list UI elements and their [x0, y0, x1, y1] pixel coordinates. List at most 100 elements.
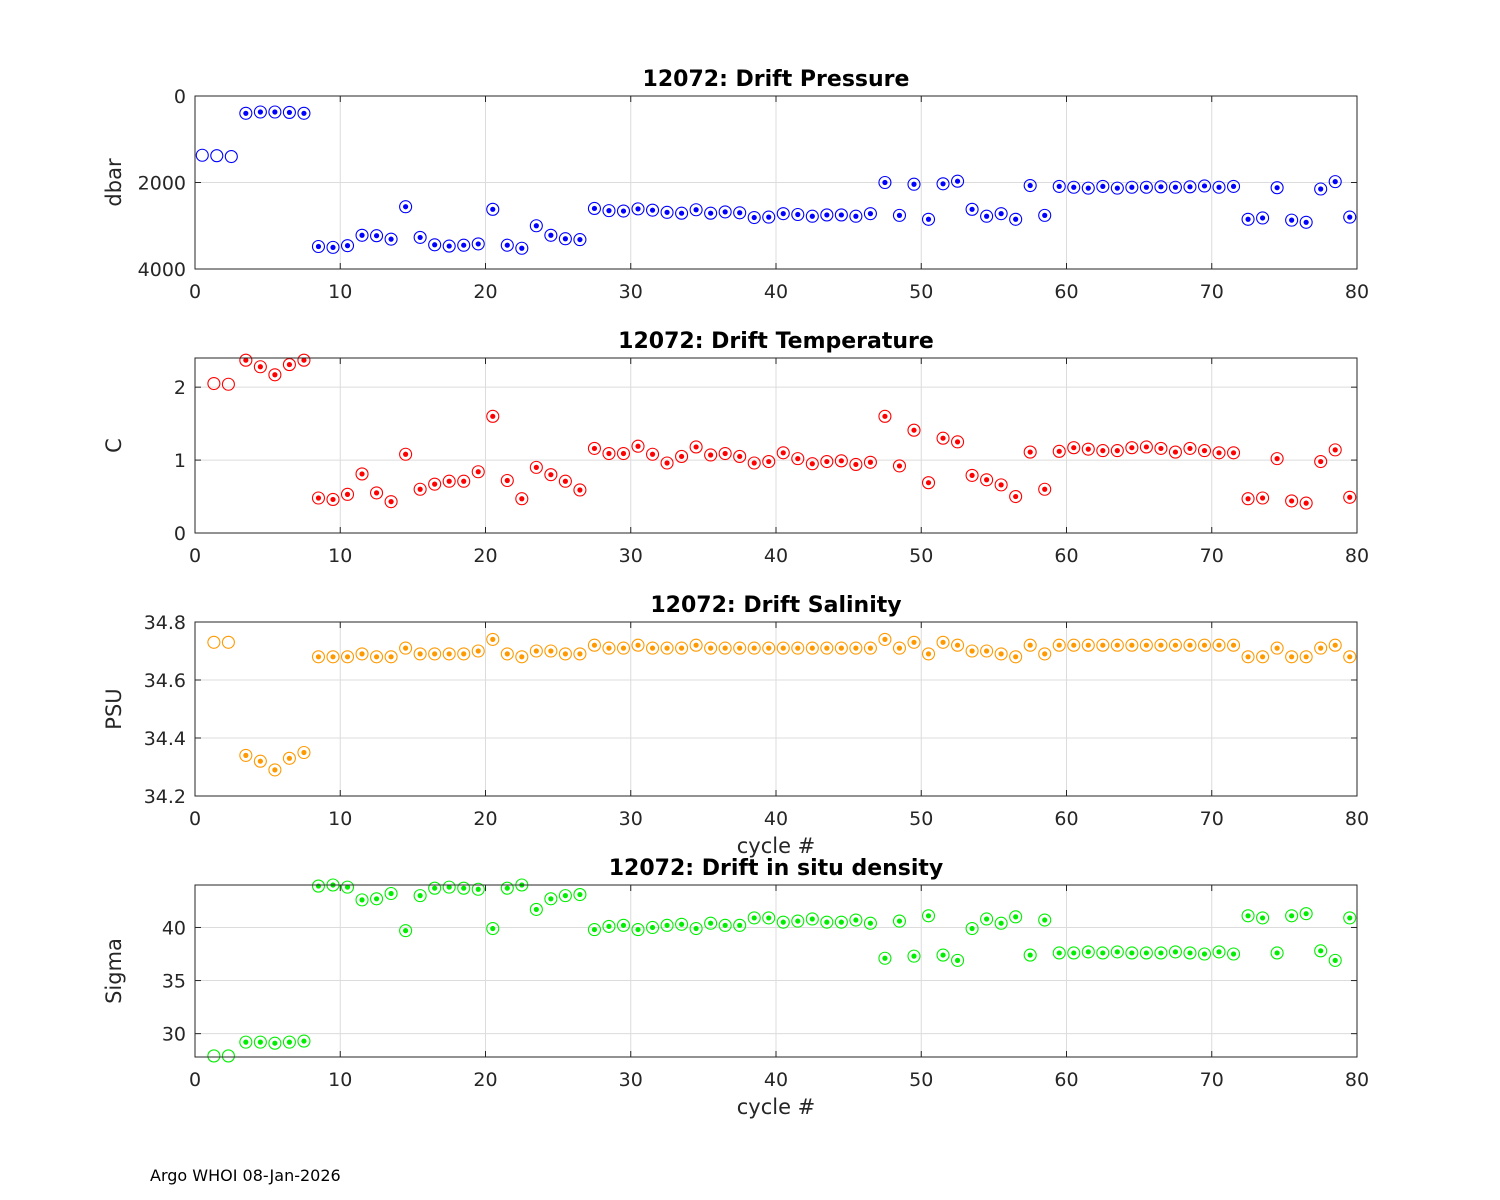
- data-point-center: [315, 883, 322, 889]
- data-point: [1343, 911, 1357, 925]
- data-point: [1212, 180, 1226, 194]
- data-point: [1009, 489, 1023, 504]
- data-point: [631, 638, 645, 652]
- data-point: [892, 914, 907, 928]
- x-tick-label: 70: [1200, 545, 1224, 567]
- data-point-center: [1056, 642, 1062, 648]
- data-point-center: [272, 372, 278, 378]
- data-point: [892, 208, 907, 222]
- data-point-center: [272, 109, 278, 115]
- data-point: [413, 647, 427, 661]
- data-point: [399, 447, 413, 461]
- data-point: [195, 148, 209, 162]
- data-point-center: [519, 496, 525, 502]
- y-axis-label: PSU: [102, 688, 126, 729]
- data-point: [529, 219, 543, 233]
- data-point: [1197, 444, 1212, 458]
- data-point-center: [490, 206, 496, 212]
- data-point-center: [911, 953, 917, 959]
- data-point: [268, 368, 282, 382]
- data-point-center: [504, 651, 510, 657]
- data-point: [1139, 180, 1153, 194]
- data-point-center: [708, 645, 714, 651]
- data-point-center: [1129, 184, 1135, 190]
- data-point: [1081, 442, 1095, 456]
- data-point: [733, 449, 747, 463]
- data-point-center: [969, 925, 975, 932]
- data-point: [733, 206, 747, 220]
- data-point-center: [286, 361, 293, 368]
- data-point: [297, 106, 311, 120]
- x-tick-label: 30: [619, 545, 643, 567]
- data-point: [1343, 210, 1357, 224]
- data-point-center: [969, 648, 975, 654]
- data-point-center: [533, 464, 539, 470]
- data-point-center: [853, 917, 859, 923]
- data-point: [471, 882, 485, 896]
- data-point-center: [678, 453, 685, 460]
- data-point: [1154, 638, 1168, 652]
- data-point-center: [751, 645, 757, 651]
- data-point: [805, 641, 819, 655]
- data-point-center: [1303, 219, 1309, 225]
- data-point-center: [243, 752, 249, 759]
- data-point-center: [1230, 183, 1237, 189]
- data-point: [791, 207, 805, 222]
- data-point: [1299, 215, 1313, 229]
- data-point-center: [257, 758, 263, 764]
- data-point-center: [591, 642, 598, 648]
- data-point-center: [272, 767, 278, 773]
- data-point-center: [925, 651, 932, 657]
- data-point-center: [824, 458, 830, 465]
- data-point-center: [1245, 496, 1251, 502]
- data-point-center: [1100, 642, 1106, 648]
- data-point: [428, 477, 442, 491]
- data-point: [1009, 650, 1023, 664]
- data-point: [340, 650, 355, 664]
- data-point-center: [562, 478, 568, 484]
- chart-title: 12072: Drift Temperature: [618, 329, 934, 354]
- x-tick-label: 80: [1345, 545, 1369, 567]
- data-point: [994, 647, 1008, 661]
- data-point-center: [1056, 448, 1062, 454]
- data-point: [210, 149, 224, 163]
- data-point-center: [1303, 911, 1309, 917]
- data-point: [675, 917, 689, 931]
- x-tick-label: 40: [764, 1069, 788, 1091]
- data-point-center: [635, 443, 641, 449]
- data-point-center: [780, 919, 786, 925]
- data-point-center: [1027, 642, 1033, 648]
- y-tick-label: 2: [174, 377, 186, 399]
- data-point: [1256, 211, 1270, 225]
- data-point: [457, 474, 471, 488]
- data-point-center: [315, 495, 322, 501]
- data-point-center: [417, 651, 423, 657]
- x-tick-label: 60: [1054, 281, 1078, 303]
- data-point-center: [998, 211, 1004, 217]
- data-point: [1096, 638, 1110, 652]
- data-point: [1096, 946, 1110, 960]
- data-point-center: [1013, 914, 1019, 920]
- x-tick-label: 30: [619, 808, 643, 830]
- data-point-center: [1259, 495, 1266, 501]
- data-point: [878, 175, 892, 190]
- data-point-center: [1114, 642, 1120, 648]
- data-point-center: [315, 654, 322, 660]
- data-point-center: [1071, 950, 1077, 956]
- data-point: [776, 915, 790, 929]
- data-point-center: [548, 472, 554, 478]
- data-point-center: [1172, 642, 1179, 648]
- data-point: [616, 446, 631, 461]
- data-point-center: [475, 886, 481, 892]
- data-point: [268, 1036, 282, 1050]
- data-point-center: [896, 463, 903, 469]
- data-point-center: [591, 445, 598, 452]
- data-point-center: [257, 1039, 263, 1045]
- data-point: [1314, 454, 1328, 469]
- data-point: [413, 889, 427, 903]
- data-point: [660, 456, 674, 470]
- data-point: [544, 892, 558, 906]
- data-point-center: [1187, 184, 1193, 190]
- data-point-center: [984, 213, 990, 219]
- data-point: [207, 635, 221, 649]
